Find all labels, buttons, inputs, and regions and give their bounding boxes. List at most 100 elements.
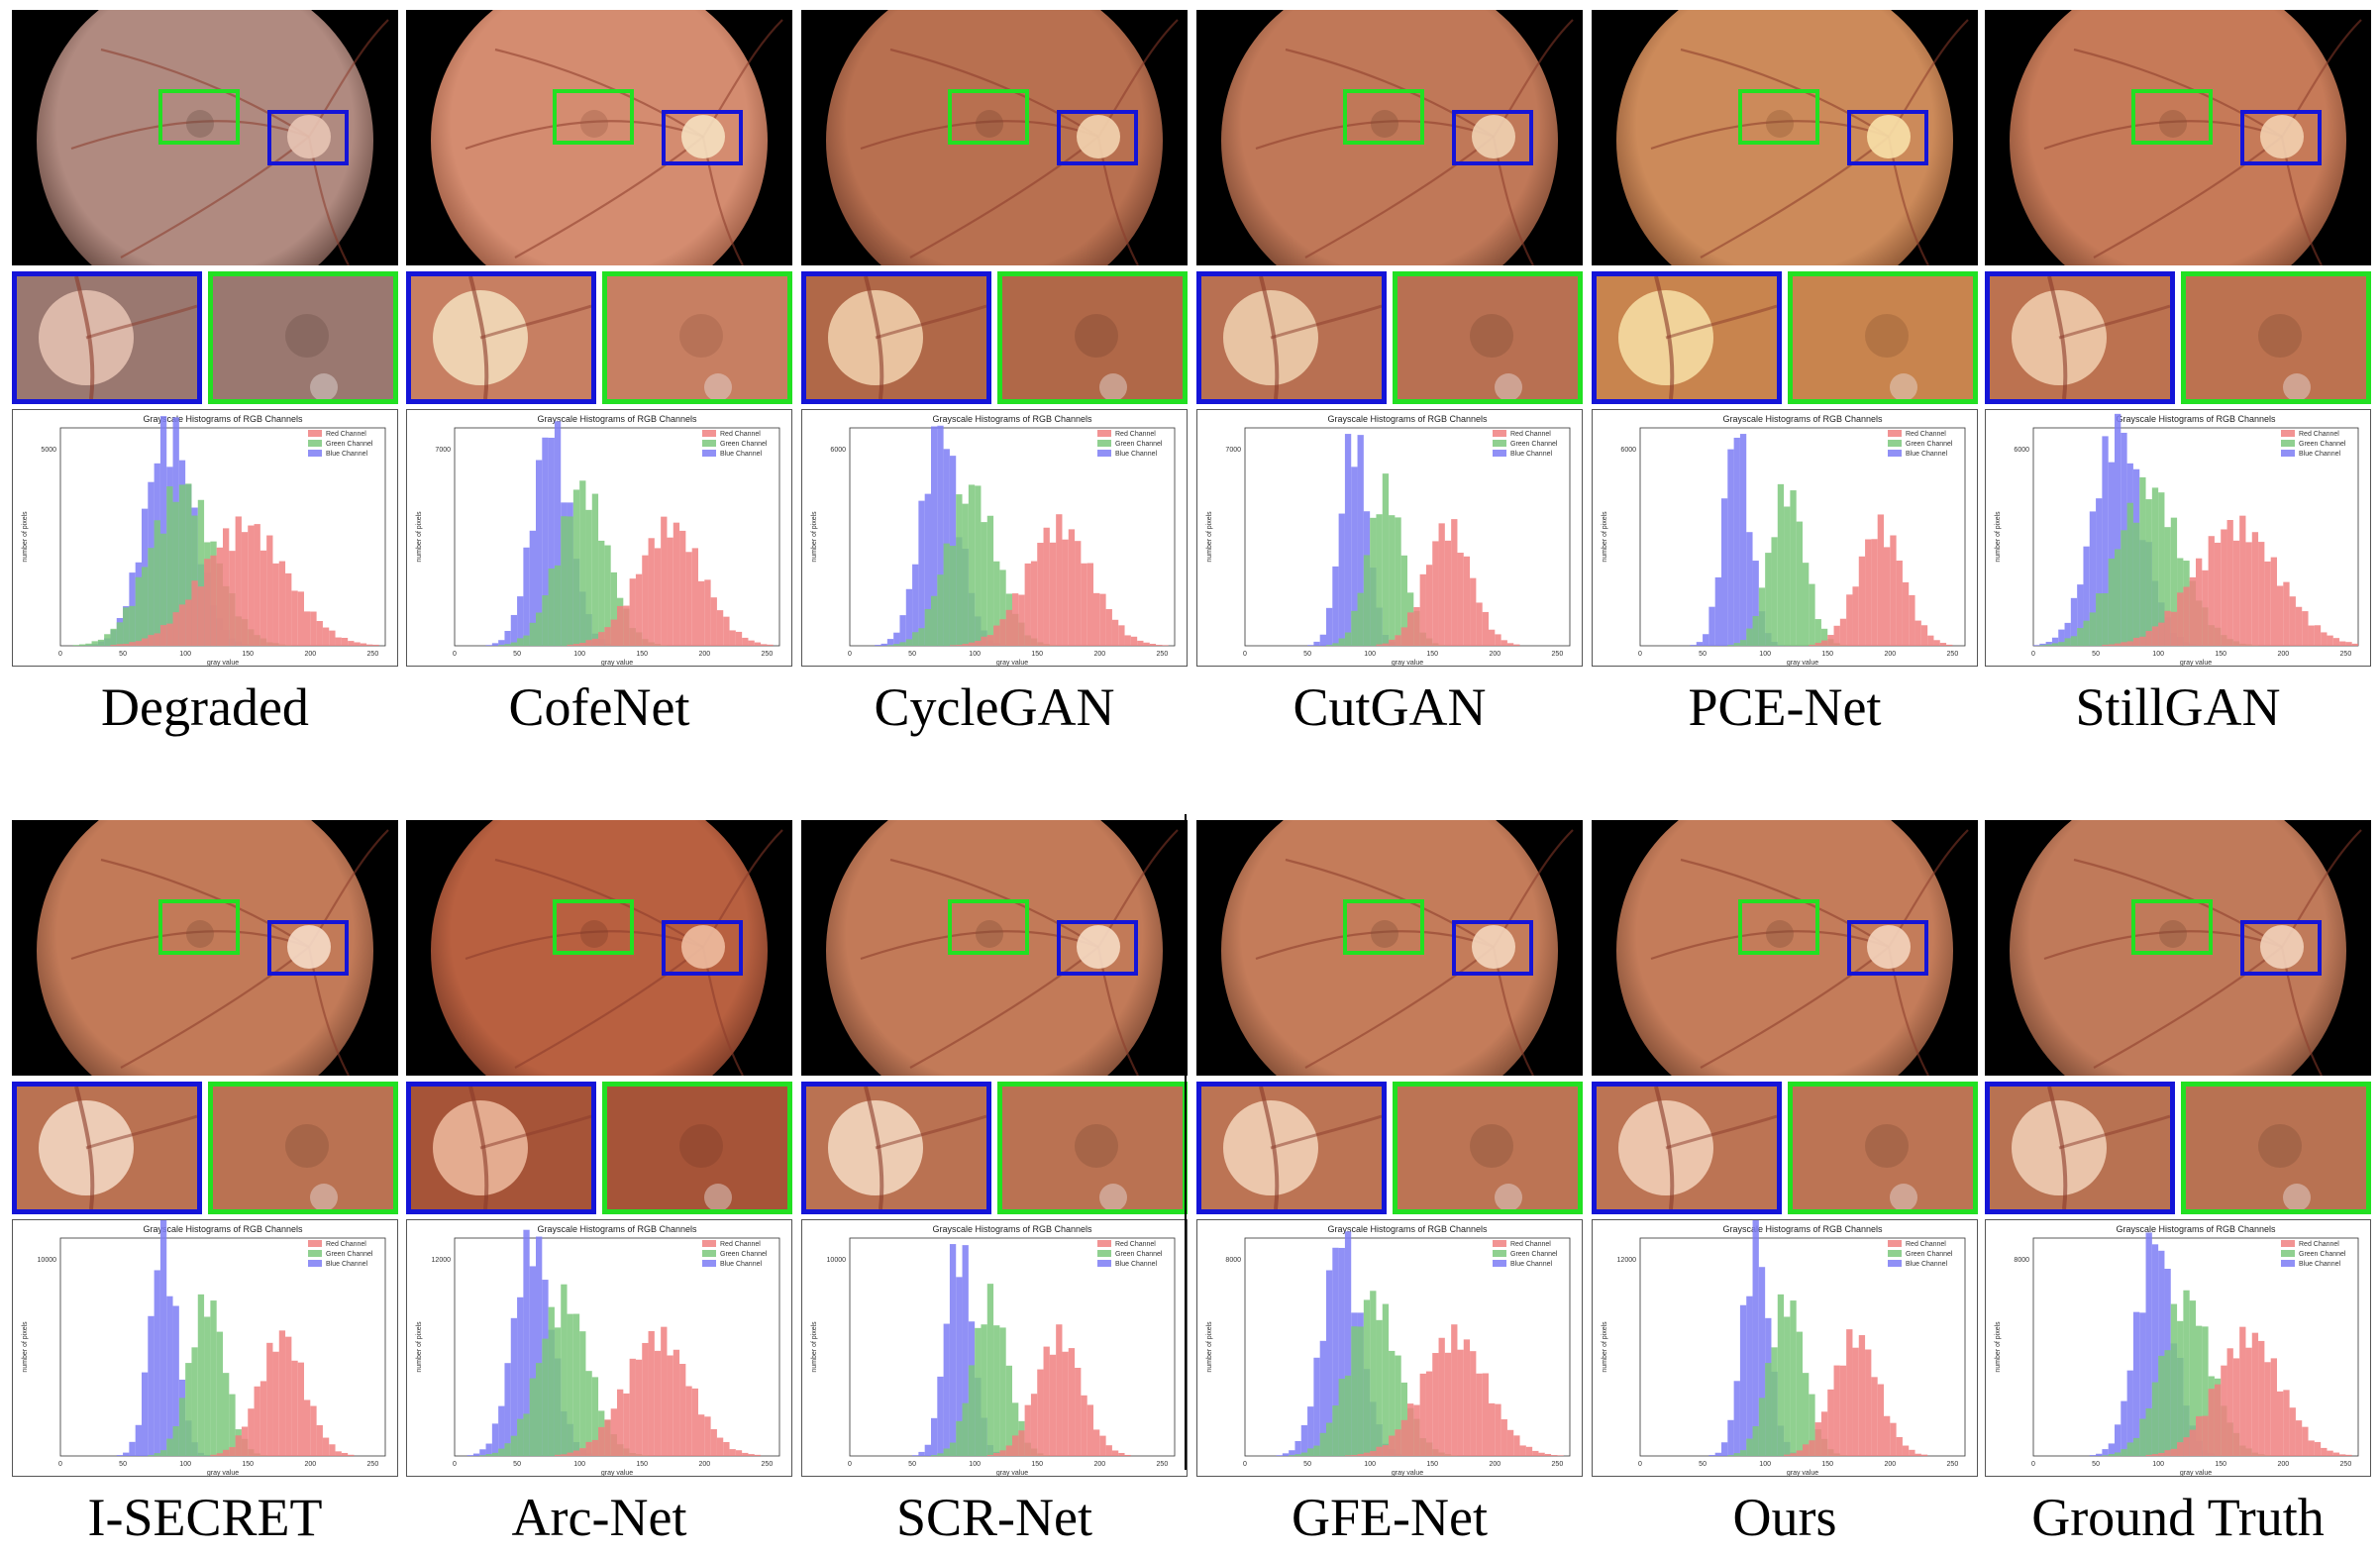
- histogram-bar: [1037, 543, 1044, 646]
- histogram-bar: [210, 1454, 217, 1456]
- optic-disc-crop: [406, 271, 596, 404]
- x-tick-label: 150: [1031, 1461, 1043, 1468]
- histogram-bar: [485, 1454, 492, 1456]
- histogram-bar: [536, 1363, 543, 1456]
- histogram-bar: [1319, 1340, 1326, 1456]
- x-tick-label: 150: [2215, 1461, 2226, 1468]
- histogram-bar: [667, 1355, 673, 1456]
- histogram-bar: [999, 1450, 1006, 1456]
- legend-entry: Blue Channel: [1510, 451, 1552, 458]
- histogram-bar: [975, 1327, 982, 1456]
- vessel: [100, 858, 310, 948]
- x-axis-label: gray value: [1787, 1470, 1818, 1476]
- histogram-bar: [2132, 637, 2140, 646]
- histogram-bar: [604, 1419, 611, 1456]
- rgb-histogram: Grayscale Histograms of RGB Channels 0 50 1…: [12, 1219, 398, 1477]
- histogram-bar: [1444, 1352, 1452, 1456]
- histogram-bar: [986, 1454, 994, 1456]
- histogram-bar: [278, 561, 286, 646]
- histogram-bar: [1858, 1335, 1866, 1456]
- histogram-bar: [742, 1452, 749, 1456]
- histogram-bar: [654, 1350, 662, 1456]
- histogram-bar: [479, 1455, 486, 1456]
- x-tick-label: 50: [2092, 651, 2100, 658]
- blue-roi-box: [1452, 920, 1533, 976]
- histogram-bar: [1049, 1354, 1057, 1456]
- panel-groundtruth: Grayscale Histograms of RGB Channels 0 50 1…: [1985, 820, 2371, 1555]
- histogram-bar: [504, 1363, 511, 1456]
- legend-swatch: [2281, 430, 2295, 437]
- legend-swatch: [1493, 430, 1506, 437]
- histogram-bar: [1809, 1394, 1815, 1456]
- histogram-bar: [135, 1424, 142, 1456]
- x-tick-label: 0: [848, 651, 852, 658]
- histogram-bar: [1489, 629, 1496, 646]
- histogram-bar: [1865, 1349, 1872, 1456]
- histogram-bar: [1714, 576, 1721, 646]
- histogram-bar: [1470, 1351, 1477, 1456]
- optic-disc: [1472, 925, 1515, 969]
- vessel: [1680, 48, 1890, 138]
- histogram-bar: [297, 1362, 304, 1456]
- histogram-bar: [2096, 1453, 2103, 1456]
- histogram-bar: [1909, 594, 1915, 646]
- histogram-bar: [1389, 1435, 1396, 1456]
- histogram-bar: [629, 578, 636, 646]
- histogram-bar: [1896, 1436, 1903, 1456]
- histogram-bar: [1532, 1450, 1539, 1456]
- histogram-bar: [1827, 1389, 1834, 1456]
- histogram-bar: [1419, 573, 1426, 646]
- histogram-bar: [1307, 645, 1314, 646]
- histogram-bar: [1696, 642, 1704, 646]
- x-tick-label: 50: [513, 1461, 521, 1468]
- histogram-bar: [1500, 1419, 1507, 1456]
- histogram-bar: [2332, 1452, 2340, 1456]
- panel-ours: Grayscale Histograms of RGB Channels 0 50 1…: [1592, 820, 1978, 1555]
- histogram-bar: [2145, 1454, 2152, 1456]
- y-axis-label: number of pixels: [811, 511, 818, 563]
- histogram-bar: [1111, 1450, 1119, 1456]
- retina-disc: [826, 820, 1163, 1076]
- histogram-bar: [1300, 1424, 1308, 1456]
- x-tick-label: 100: [573, 1461, 585, 1468]
- histogram-bar: [1400, 555, 1407, 646]
- legend-swatch: [308, 1250, 322, 1257]
- histogram-bar: [159, 1220, 167, 1456]
- rgb-histogram: Grayscale Histograms of RGB Channels 0 50 1…: [406, 1219, 792, 1477]
- histogram-bar: [129, 605, 136, 646]
- histogram-bar: [723, 1441, 730, 1456]
- histogram-bar: [2308, 625, 2315, 646]
- histogram-bar: [673, 522, 680, 646]
- histogram-bar: [993, 1325, 1000, 1456]
- histogram-bar: [116, 1455, 124, 1456]
- histogram-bar: [329, 1444, 336, 1456]
- histogram-bar: [1351, 610, 1358, 646]
- macula-crop: [1393, 1082, 1583, 1214]
- histogram-bar: [748, 1454, 755, 1456]
- histogram-bar: [2115, 643, 2121, 646]
- histogram-bar: [148, 1455, 155, 1456]
- histogram-bar: [918, 628, 925, 646]
- legend-swatch: [2281, 1260, 2295, 1267]
- histogram-bar: [178, 604, 186, 646]
- histogram-bar: [129, 642, 136, 646]
- blue-roi-box: [2240, 110, 2322, 165]
- zoom-crops: [12, 271, 398, 404]
- histogram-bar: [1105, 609, 1112, 646]
- histogram-bar: [2270, 557, 2277, 646]
- y-axis-label: number of pixels: [1602, 511, 1608, 563]
- y-tick-label: 5000: [41, 447, 56, 454]
- histogram-bar: [554, 1327, 562, 1456]
- histogram-bar: [2289, 596, 2296, 646]
- histogram-bar: [123, 607, 130, 646]
- method-label: Ground Truth: [2031, 1488, 2325, 1547]
- histogram-bar: [123, 1452, 130, 1456]
- histogram-bar: [259, 1381, 267, 1456]
- histogram-bar: [1784, 1316, 1791, 1456]
- y-axis-label: number of pixels: [416, 511, 423, 563]
- fundus-image: [12, 10, 398, 265]
- histogram-bar: [1332, 643, 1339, 646]
- histogram-bar: [322, 1437, 330, 1456]
- histogram-bar: [661, 516, 668, 646]
- histogram-bar: [2339, 1454, 2346, 1456]
